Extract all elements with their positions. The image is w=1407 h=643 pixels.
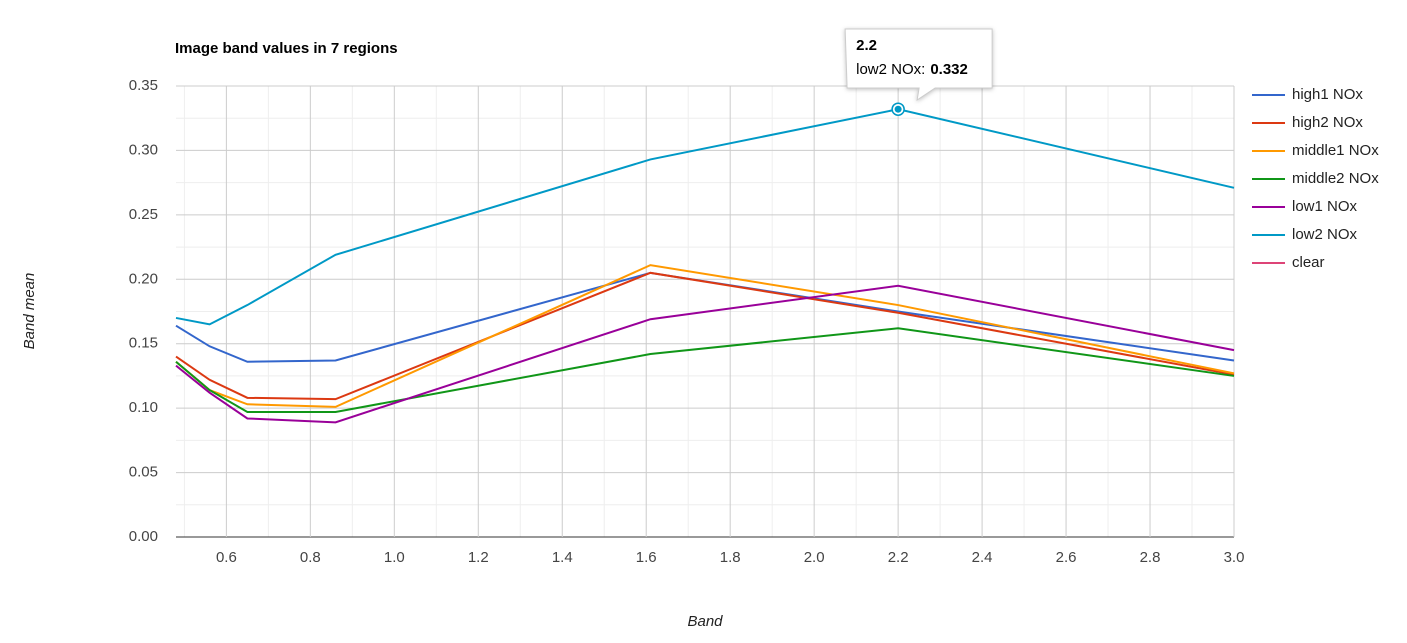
x-tick-label: 2.6 — [1056, 549, 1077, 566]
tooltip-label: low2 NOx: 0.332 — [856, 61, 968, 78]
series-line — [175, 327, 1235, 414]
x-tick-label: 3.0 — [1224, 549, 1245, 566]
x-tick-label: 2.2 — [888, 549, 909, 566]
tooltip-title: 2.2 — [856, 37, 877, 54]
y-tick-label: 0.10 — [129, 399, 158, 416]
series-line — [175, 271, 1235, 401]
series-line — [175, 284, 1235, 424]
x-tick-label: 1.4 — [552, 549, 573, 566]
x-axis-label: Band — [687, 613, 723, 630]
x-tick-label: 1.8 — [720, 549, 741, 566]
tooltip-value: 0.332 — [930, 61, 968, 78]
series-line — [175, 108, 1235, 326]
x-tick-label: 0.8 — [300, 549, 321, 566]
y-tick-label: 0.20 — [129, 270, 158, 287]
y-tick-label: 0.05 — [129, 464, 158, 481]
highlight-point-core — [894, 105, 902, 113]
y-tick-label: 0.35 — [129, 77, 158, 94]
y-tick-label: 0.00 — [129, 528, 158, 545]
y-tick-label: 0.25 — [129, 206, 158, 223]
legend-label: middle1 NOx — [1292, 142, 1379, 159]
x-tick-label: 2.0 — [804, 549, 825, 566]
legend-label: high1 NOx — [1292, 86, 1363, 103]
y-tick-label: 0.15 — [129, 335, 158, 352]
legend-label: middle2 NOx — [1292, 170, 1379, 187]
legend-label: clear — [1292, 254, 1325, 271]
chart-title: Image band values in 7 regions — [175, 40, 398, 57]
x-tick-label: 1.6 — [636, 549, 657, 566]
x-tick-label: 2.4 — [972, 549, 993, 566]
x-tick-label: 0.6 — [216, 549, 237, 566]
legend-label: low1 NOx — [1292, 198, 1358, 215]
tooltip-series: low2 NOx: — [856, 61, 925, 78]
x-tick-label: 2.8 — [1140, 549, 1161, 566]
series-line — [175, 264, 1235, 408]
legend-label: high2 NOx — [1292, 114, 1363, 131]
y-tick-label: 0.30 — [129, 141, 158, 158]
legend-label: low2 NOx — [1292, 226, 1358, 243]
y-axis-label: Band mean — [21, 273, 38, 350]
x-tick-label: 1.0 — [384, 549, 405, 566]
series-line — [175, 271, 1235, 363]
tooltip-box — [844, 28, 993, 102]
x-tick-label: 1.2 — [468, 549, 489, 566]
